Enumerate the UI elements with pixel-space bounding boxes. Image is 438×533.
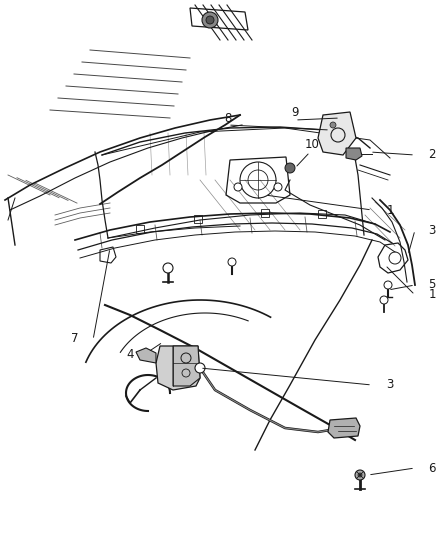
Circle shape: [202, 12, 218, 28]
Bar: [261, 209, 269, 217]
Polygon shape: [346, 148, 362, 160]
Circle shape: [380, 296, 388, 304]
Polygon shape: [173, 346, 200, 386]
Polygon shape: [328, 418, 360, 438]
Text: 4: 4: [126, 349, 134, 361]
Polygon shape: [318, 112, 356, 155]
Text: 3: 3: [428, 223, 436, 237]
Circle shape: [384, 281, 392, 289]
Text: 5: 5: [428, 279, 436, 292]
Text: 9: 9: [291, 106, 299, 118]
Text: 7: 7: [71, 332, 79, 344]
Circle shape: [206, 16, 214, 24]
Text: 3: 3: [386, 378, 394, 392]
Polygon shape: [156, 346, 200, 390]
Circle shape: [358, 473, 362, 477]
Text: 2: 2: [428, 149, 436, 161]
Text: 1: 1: [428, 288, 436, 302]
Bar: [318, 210, 326, 218]
Circle shape: [274, 183, 282, 191]
Text: 6: 6: [428, 462, 436, 474]
Polygon shape: [136, 348, 156, 363]
Circle shape: [234, 183, 242, 191]
Circle shape: [195, 363, 205, 373]
Text: 1: 1: [386, 204, 394, 216]
Text: 8: 8: [224, 111, 232, 125]
Circle shape: [163, 263, 173, 273]
Bar: [136, 225, 144, 233]
Circle shape: [228, 258, 236, 266]
Circle shape: [330, 122, 336, 128]
Circle shape: [285, 163, 295, 173]
Bar: [194, 215, 202, 223]
Text: 10: 10: [304, 139, 319, 151]
Circle shape: [355, 470, 365, 480]
